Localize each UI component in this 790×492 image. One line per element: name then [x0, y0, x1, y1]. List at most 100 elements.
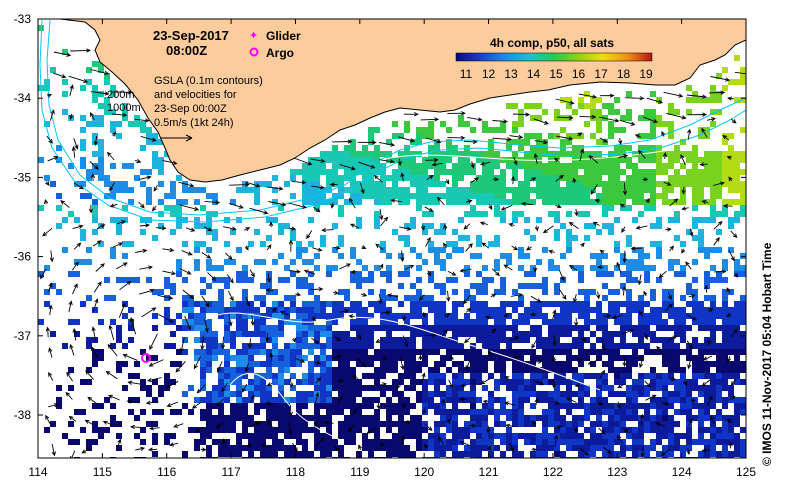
- sst-pixel: [680, 373, 686, 379]
- sst-pixel: [266, 415, 272, 421]
- velocity-arrow: [357, 444, 363, 450]
- lon-tick-label: 114: [28, 465, 47, 479]
- sst-pixel: [566, 139, 572, 145]
- sst-pixel: [740, 343, 746, 349]
- velocity-arrow: [339, 163, 356, 171]
- sst-pixel: [434, 325, 440, 331]
- gsla-note-line1: GSLA (0.1m contours): [154, 75, 263, 87]
- sst-pixel: [692, 313, 698, 319]
- sst-pixel: [380, 445, 386, 451]
- sst-pixel: [638, 439, 644, 445]
- sst-pixel: [476, 439, 482, 445]
- sst-pixel: [602, 397, 608, 403]
- sst-pixel: [650, 421, 656, 427]
- sst-pixel: [110, 415, 116, 421]
- sst-pixel: [290, 319, 296, 325]
- sst-pixel: [500, 169, 506, 175]
- sst-pixel: [530, 151, 536, 157]
- sst-pixel: [620, 325, 626, 331]
- sst-pixel: [104, 97, 110, 103]
- sst-pixel: [740, 319, 746, 325]
- sst-pixel: [314, 385, 320, 391]
- sst-pixel: [488, 127, 494, 133]
- sst-pixel: [728, 361, 734, 367]
- sst-pixel: [392, 295, 398, 301]
- velocity-arrow: [573, 293, 578, 304]
- sst-pixel: [530, 145, 536, 151]
- sst-pixel: [596, 439, 602, 445]
- sst-pixel: [536, 175, 542, 181]
- sst-pixel: [644, 415, 650, 421]
- sst-pixel: [524, 175, 530, 181]
- sst-pixel: [524, 367, 530, 373]
- sst-pixel: [572, 307, 578, 313]
- velocity-arrow: [229, 182, 250, 187]
- sst-pixel: [686, 175, 692, 181]
- velocity-arrow: [390, 198, 402, 203]
- sst-pixel: [584, 355, 590, 361]
- sst-pixel: [146, 127, 152, 133]
- velocity-arrow: [380, 382, 388, 387]
- sst-pixel: [578, 199, 584, 205]
- sst-pixel: [596, 169, 602, 175]
- velocity-arrow: [129, 424, 141, 430]
- sst-pixel: [188, 307, 194, 313]
- sst-pixel: [398, 415, 404, 421]
- velocity-arrow: [533, 118, 549, 125]
- velocity-arrow: [487, 349, 492, 357]
- sst-pixel: [86, 169, 92, 175]
- sst-pixel: [200, 325, 206, 331]
- sst-pixel: [392, 175, 398, 181]
- velocity-arrow: [617, 383, 625, 388]
- sst-pixel: [530, 307, 536, 313]
- sst-pixel: [698, 427, 704, 433]
- sst-pixel: [206, 229, 212, 235]
- sst-pixel: [524, 421, 530, 427]
- sst-pixel: [554, 397, 560, 403]
- sst-pixel: [728, 181, 734, 187]
- sst-pixel: [422, 325, 428, 331]
- sst-pixel: [470, 349, 476, 355]
- sst-pixel: [386, 193, 392, 199]
- sst-pixel: [62, 91, 68, 97]
- velocity-arrow: [621, 226, 626, 233]
- velocity-arrow: [645, 198, 650, 203]
- sst-pixel: [416, 265, 422, 271]
- sst-pixel: [428, 403, 434, 409]
- sst-field: [38, 25, 746, 458]
- velocity-arrow: [656, 345, 665, 356]
- velocity-arrow: [723, 203, 733, 209]
- sst-pixel: [458, 193, 464, 199]
- sst-pixel: [494, 259, 500, 265]
- sst-pixel: [566, 211, 572, 217]
- sst-pixel: [608, 439, 614, 445]
- sst-pixel: [620, 337, 626, 343]
- argo-marker[interactable]: [141, 353, 151, 363]
- sst-pixel: [710, 181, 716, 187]
- sst-pixel: [200, 319, 206, 325]
- sst-pixel: [398, 379, 404, 385]
- velocity-arrow: [149, 426, 160, 431]
- sst-pixel: [458, 157, 464, 163]
- sst-pixel: [722, 175, 728, 181]
- sst-pixel: [578, 343, 584, 349]
- sst-pixel: [482, 151, 488, 157]
- sst-pixel: [194, 313, 200, 319]
- sst-pixel: [458, 367, 464, 373]
- sst-pixel: [236, 379, 242, 385]
- sst-pixel: [92, 91, 98, 97]
- sst-pixel: [308, 175, 314, 181]
- sst-pixel: [614, 439, 620, 445]
- sst-pixel: [566, 199, 572, 205]
- sst-pixel: [248, 391, 254, 397]
- velocity-arrow: [464, 337, 471, 344]
- sst-pixel: [200, 379, 206, 385]
- velocity-arrow: [463, 294, 471, 305]
- sst-pixel: [662, 427, 668, 433]
- sst-pixel: [392, 187, 398, 193]
- sst-pixel: [668, 199, 674, 205]
- sst-pixel: [488, 163, 494, 169]
- sst-pixel: [686, 433, 692, 439]
- sst-pixel: [338, 427, 344, 433]
- sst-pixel: [260, 433, 266, 439]
